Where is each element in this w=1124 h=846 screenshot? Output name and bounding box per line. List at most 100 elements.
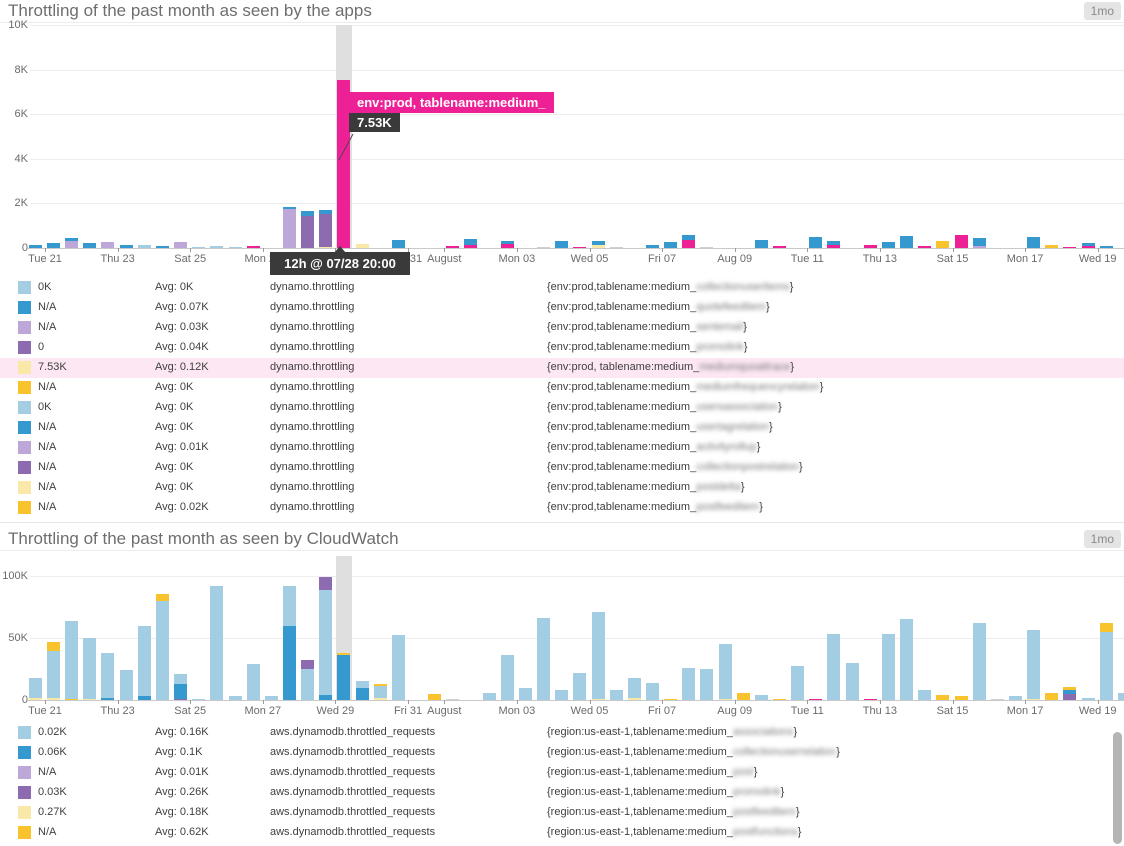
legend-row[interactable]: N/A Avg: 0.01K dynamo.throttling {env:pr…	[0, 438, 1124, 458]
bar-segment[interactable]	[1117, 692, 1124, 700]
bar-segment[interactable]	[972, 237, 986, 246]
bar-segment[interactable]	[47, 243, 60, 248]
bar-segment[interactable]	[845, 662, 859, 700]
legend-row[interactable]: 0.27K Avg: 0.18K aws.dynamodb.throttled_…	[0, 803, 1124, 823]
legend-row[interactable]: 0.02K Avg: 0.16K aws.dynamodb.throttled_…	[0, 723, 1124, 743]
bar-segment[interactable]	[155, 594, 169, 601]
bar-segment[interactable]	[446, 246, 460, 248]
bar-segment[interactable]	[210, 585, 224, 700]
bar-segment[interactable]	[28, 677, 42, 698]
bar-segment[interactable]	[373, 697, 387, 700]
bar-segment[interactable]	[282, 208, 296, 248]
bar-segment[interactable]	[609, 690, 623, 700]
bar-segment[interactable]	[537, 618, 551, 700]
timeframe-badge[interactable]: 1mo	[1083, 2, 1121, 20]
bar-segment[interactable]	[137, 625, 151, 697]
bar-segment[interactable]	[319, 589, 333, 696]
legend-row[interactable]: N/A Avg: 0.03K dynamo.throttling {env:pr…	[0, 318, 1124, 338]
bar-segment[interactable]	[573, 672, 587, 700]
bar-segment[interactable]	[718, 698, 732, 700]
bar-segment[interactable]	[1063, 693, 1077, 700]
bar-segment[interactable]	[47, 642, 60, 651]
bar-segment[interactable]	[464, 239, 478, 245]
bar-segment[interactable]	[518, 687, 532, 700]
bar-segment[interactable]	[627, 677, 641, 698]
bar-segment[interactable]	[65, 238, 79, 242]
bar-segment[interactable]	[664, 698, 678, 700]
bar-segment[interactable]	[537, 246, 551, 248]
bar-segment[interactable]	[1063, 686, 1077, 691]
legend-row[interactable]: 7.53K Avg: 0.12K dynamo.throttling {env:…	[0, 358, 1124, 378]
bar-segment[interactable]	[881, 242, 895, 248]
bar-segment[interactable]	[972, 623, 986, 700]
legend-row[interactable]: 0 Avg: 0.04K dynamo.throttling {env:prod…	[0, 338, 1124, 358]
bar-segment[interactable]	[228, 696, 242, 700]
bar-segment[interactable]	[319, 209, 333, 215]
bar-segment[interactable]	[1099, 623, 1113, 632]
bar-segment[interactable]	[500, 655, 514, 700]
bar-segment[interactable]	[301, 668, 315, 700]
bar-segment[interactable]	[174, 241, 188, 248]
bar-segment[interactable]	[119, 670, 133, 700]
bar-segment[interactable]	[301, 211, 315, 216]
bar-segment[interactable]	[1063, 690, 1077, 694]
legend-row[interactable]: N/A Avg: 0.02K dynamo.throttling {env:pr…	[0, 498, 1124, 518]
bar-segment[interactable]	[101, 652, 115, 698]
bar-segment[interactable]	[373, 686, 387, 698]
bar-segment[interactable]	[155, 600, 169, 700]
bar-segment[interactable]	[736, 692, 750, 700]
legend-row[interactable]: N/A Avg: 0K dynamo.throttling {env:prod,…	[0, 418, 1124, 438]
bar-segment[interactable]	[373, 684, 387, 687]
bar-segment[interactable]	[1063, 246, 1077, 248]
bar-segment[interactable]	[1081, 243, 1095, 246]
bar-segment[interactable]	[65, 620, 79, 699]
bar-segment[interactable]	[500, 243, 514, 248]
bar-segment[interactable]	[264, 696, 278, 700]
legend-row[interactable]: 0.03K Avg: 0.26K aws.dynamodb.throttled_…	[0, 783, 1124, 803]
legend-row[interactable]: N/A Avg: 0.01K aws.dynamodb.throttled_re…	[0, 763, 1124, 783]
bar-segment[interactable]	[28, 245, 42, 248]
bar-segment[interactable]	[391, 240, 405, 248]
bar-segment[interactable]	[754, 240, 768, 248]
bar-segment[interactable]	[827, 245, 841, 248]
bar-segment[interactable]	[863, 245, 877, 248]
bar-segment[interactable]	[918, 690, 932, 700]
bar-segment[interactable]	[954, 234, 968, 248]
bar-segment[interactable]	[319, 695, 333, 700]
bar-segment[interactable]	[1008, 696, 1022, 700]
bar-segment[interactable]	[591, 698, 605, 700]
bar-segment[interactable]	[954, 696, 968, 700]
bar-segment[interactable]	[809, 698, 823, 700]
bar-segment[interactable]	[700, 247, 714, 248]
bar-segment[interactable]	[773, 245, 786, 248]
bar-segment[interactable]	[645, 682, 659, 700]
bar-segment[interactable]	[591, 611, 605, 699]
bar-segment[interactable]	[682, 234, 696, 241]
bar-segment[interactable]	[1099, 631, 1113, 700]
bar-segment[interactable]	[337, 653, 351, 656]
bar-segment[interactable]	[355, 687, 369, 700]
bar-segment[interactable]	[119, 244, 133, 248]
bar-segment[interactable]	[319, 577, 333, 590]
bar-segment[interactable]	[319, 246, 333, 248]
bar-segment[interactable]	[718, 644, 732, 699]
bar-segment[interactable]	[827, 634, 841, 700]
bar-chart-cloudwatch[interactable]: 0 50K 100K Tue 21 Thu 23 Sat 25 Mon 27 Wed 29 Fr…	[0, 528, 1124, 720]
bar-segment[interactable]	[192, 247, 206, 248]
legend-row[interactable]: 0.06K Avg: 0.1K aws.dynamodb.throttled_r…	[0, 743, 1124, 763]
bar-segment[interactable]	[972, 245, 986, 248]
bar-segment[interactable]	[65, 241, 79, 248]
bar-segment[interactable]	[282, 206, 296, 209]
bar-segment[interactable]	[282, 625, 296, 700]
bar-segment[interactable]	[101, 241, 115, 248]
bar-segment[interactable]	[591, 244, 605, 248]
bar-segment[interactable]	[83, 243, 97, 248]
bar-segment[interactable]	[682, 240, 696, 248]
legend-row[interactable]: N/A Avg: 0.62K aws.dynamodb.throttled_re…	[0, 823, 1124, 843]
bar-segment[interactable]	[881, 634, 895, 700]
bar-segment[interactable]	[573, 246, 587, 248]
bar-segment[interactable]	[155, 245, 169, 248]
bar-segment[interactable]	[791, 666, 805, 700]
vertical-scrollbar-thumb[interactable]	[1113, 732, 1122, 844]
bar-segment[interactable]	[645, 245, 659, 248]
